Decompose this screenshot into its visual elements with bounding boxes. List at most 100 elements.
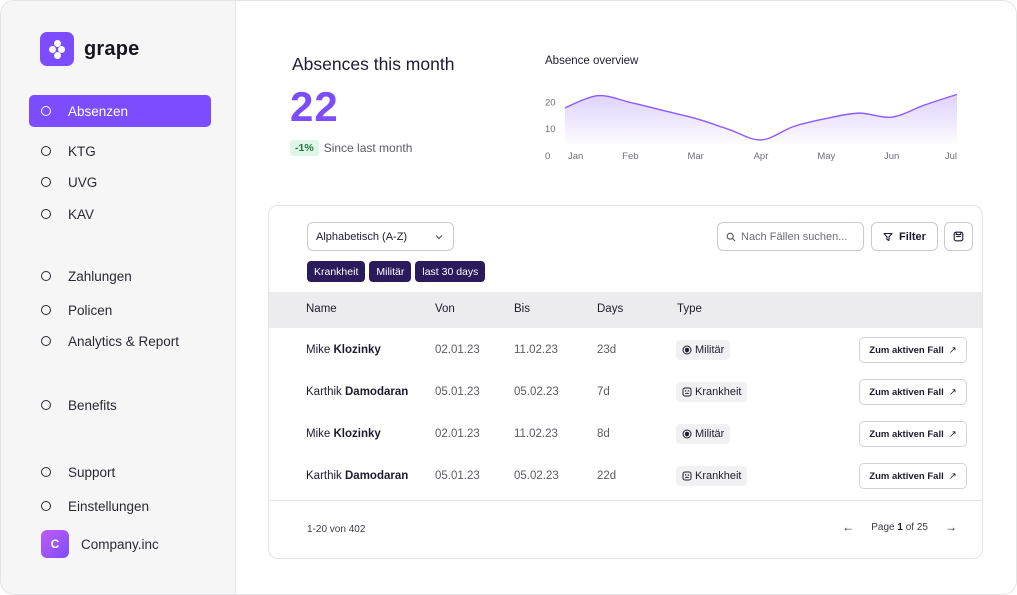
table-row[interactable]: Karthik Damodaran 05.01.23 05.02.23 22d …: [269, 455, 982, 497]
last-name: Damodaran: [345, 386, 409, 398]
sidebar-item-label: KTG: [68, 143, 96, 159]
cell-name: Mike Klozinky: [306, 344, 381, 356]
save-icon: [953, 231, 964, 242]
company-switcher[interactable]: C Company.inc: [41, 530, 159, 558]
sort-select[interactable]: Alphabetisch (A-Z): [307, 222, 454, 251]
sidebar-item-ktg[interactable]: KTG: [29, 135, 211, 167]
save-view-button[interactable]: [944, 222, 973, 251]
column-header-von[interactable]: Von: [435, 303, 455, 315]
sidebar-item-policen[interactable]: Policen: [29, 294, 211, 326]
arrow-up-right-icon: ↗: [948, 428, 957, 440]
cell-bis: 05.02.23: [514, 470, 559, 482]
type-badge: Militär: [676, 424, 731, 444]
sidebar-item-label: Policen: [68, 302, 113, 318]
sidebar-item-label: Support: [68, 464, 116, 480]
column-header-type[interactable]: Type: [677, 303, 702, 315]
x-tick-label: Jun: [884, 151, 899, 162]
result-range: 1-20 von 402: [307, 524, 366, 535]
sort-select-value: Alphabetisch (A-Z): [316, 230, 408, 243]
circle-icon: [41, 271, 51, 281]
circle-icon: [41, 106, 51, 116]
first-name: Mike: [306, 344, 331, 356]
prev-page-arrow-icon[interactable]: ←: [842, 520, 855, 534]
x-tick-label: May: [817, 151, 835, 162]
cell-days: 8d: [597, 428, 610, 440]
absence-chart: 0 10 20 Jan Feb Mar Apr May Jun Jul: [545, 93, 958, 162]
pagination: ← Page 1 of 25 →: [839, 520, 960, 534]
cell-bis: 11.02.23: [514, 428, 558, 440]
type-label: Krankheit: [695, 470, 742, 482]
search-box[interactable]: [717, 222, 864, 251]
sidebar-item-label: Zahlungen: [68, 268, 132, 284]
sidebar-item-label: Absenzen: [68, 103, 129, 119]
brand-name: grape: [84, 37, 140, 60]
type-label: Militär: [695, 344, 725, 356]
column-header-bis[interactable]: Bis: [514, 303, 530, 315]
cell-name: Karthik Damodaran: [306, 386, 408, 398]
open-case-button[interactable]: Zum aktiven Fall ↗: [859, 379, 967, 405]
open-case-label: Zum aktiven Fall: [869, 428, 944, 440]
x-tick-label: Jul: [945, 151, 957, 162]
sidebar-item-label: Benefits: [68, 397, 117, 413]
sick-icon: [682, 471, 692, 481]
open-case-label: Zum aktiven Fall: [869, 470, 944, 482]
first-name: Karthik: [306, 470, 342, 482]
x-tick-label: Mar: [687, 151, 703, 162]
chart-line: [564, 93, 958, 141]
sidebar-item-zahlungen[interactable]: Zahlungen: [29, 260, 211, 292]
sidebar-item-kav[interactable]: KAV: [29, 198, 211, 230]
table-row[interactable]: Mike Klozinky 02.01.23 11.02.23 23d Mili…: [269, 329, 982, 371]
cell-bis: 11.02.23: [514, 344, 558, 356]
sidebar-item-label: KAV: [68, 206, 95, 222]
sick-icon: [682, 387, 692, 397]
page-suffix: of 25: [905, 521, 928, 533]
chart-area: [565, 94, 957, 144]
sidebar-item-support[interactable]: Support: [29, 456, 211, 488]
table-row[interactable]: Mike Klozinky 02.01.23 11.02.23 8d Milit…: [269, 413, 982, 455]
absences-table-card: Alphabetisch (A-Z) Krankheit Militär las…: [268, 205, 983, 559]
sidebar-item-absenzen[interactable]: Absenzen: [29, 95, 211, 127]
column-header-name[interactable]: Name: [306, 303, 337, 315]
open-case-button[interactable]: Zum aktiven Fall ↗: [859, 463, 967, 489]
column-header-days[interactable]: Days: [597, 303, 624, 315]
company-name: Company.inc: [81, 536, 159, 552]
stat-title: Absences this month: [292, 54, 455, 74]
type-badge: Krankheit: [676, 382, 748, 402]
open-case-button[interactable]: Zum aktiven Fall ↗: [859, 337, 967, 363]
y-tick-label: 0: [545, 151, 550, 162]
circle-icon: [41, 336, 51, 346]
cell-name: Karthik Damodaran: [306, 470, 408, 482]
cell-name: Mike Klozinky: [306, 428, 381, 440]
x-tick-label: Feb: [622, 151, 638, 162]
circle-icon: [41, 501, 51, 511]
filter-chip-krankheit[interactable]: Krankheit: [307, 261, 366, 282]
open-case-button[interactable]: Zum aktiven Fall ↗: [859, 421, 967, 447]
chart-title: Absence overview: [545, 55, 639, 67]
cell-von: 02.01.23: [435, 428, 480, 440]
filter-chip-last-30-days[interactable]: last 30 days: [415, 261, 486, 282]
page-prefix: Page: [871, 521, 895, 533]
last-name: Damodaran: [345, 470, 409, 482]
cell-days: 22d: [597, 470, 617, 482]
sidebar-item-label: Einstellungen: [68, 498, 150, 514]
sidebar-item-uvg[interactable]: UVG: [29, 166, 211, 198]
cell-von: 05.01.23: [435, 386, 480, 398]
search-input[interactable]: [741, 230, 859, 243]
first-name: Mike: [306, 428, 331, 440]
next-page-arrow-icon[interactable]: →: [945, 520, 957, 534]
circle-icon: [41, 305, 51, 315]
sidebar-item-einstellungen[interactable]: Einstellungen: [29, 490, 211, 522]
active-filter-chips: Krankheit Militär last 30 days: [307, 261, 489, 282]
brand[interactable]: grape: [40, 32, 139, 66]
sidebar-item-analytics[interactable]: Analytics & Report: [29, 325, 211, 357]
filter-chip-militaer[interactable]: Militär: [369, 261, 412, 282]
shield-icon: [682, 345, 692, 355]
sidebar-item-benefits[interactable]: Benefits: [29, 389, 211, 421]
filter-button[interactable]: Filter: [871, 222, 938, 251]
type-label: Krankheit: [695, 386, 742, 398]
page-indicator: Page 1 of 25: [871, 522, 928, 533]
circle-icon: [41, 177, 51, 187]
company-avatar: C: [41, 530, 69, 558]
sidebar-item-label: Analytics & Report: [68, 333, 180, 349]
table-row[interactable]: Karthik Damodaran 05.01.23 05.02.23 7d K…: [269, 371, 982, 413]
